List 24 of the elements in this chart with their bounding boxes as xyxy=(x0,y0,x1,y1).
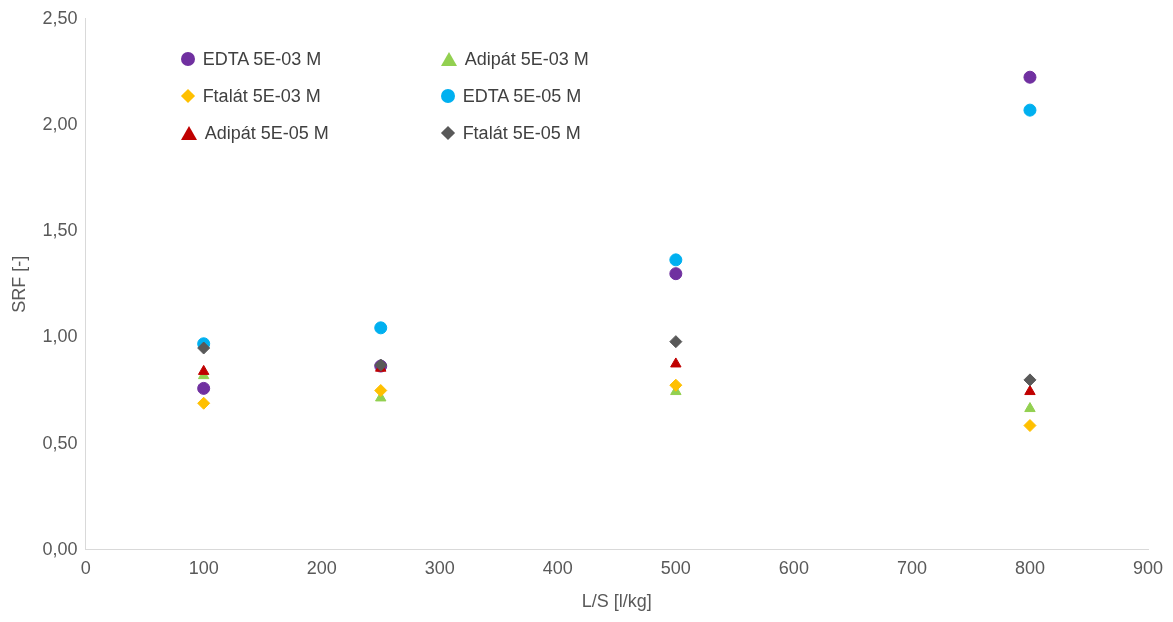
y-tick-label: 1,00 xyxy=(42,326,78,347)
y-tick-label: 2,50 xyxy=(42,7,78,28)
x-tick-label: 600 xyxy=(778,557,809,578)
x-axis-title: L/S [l/kg] xyxy=(581,591,652,612)
y-tick-label: 0,00 xyxy=(42,538,78,559)
legend-label: Ftalát 5E-03 M xyxy=(202,85,321,107)
x-tick-label: 300 xyxy=(424,557,455,578)
legend-label: Adipát 5E-03 M xyxy=(464,48,589,70)
x-tick-label: 100 xyxy=(188,557,219,578)
y-tick-label: 0,50 xyxy=(42,432,78,453)
x-tick-label: 800 xyxy=(1014,557,1045,578)
y-axis-title: SRF [-] xyxy=(8,255,29,313)
legend-label: EDTA 5E-03 M xyxy=(202,48,322,70)
x-tick-label: 700 xyxy=(896,557,927,578)
legend-label: Ftalát 5E-05 M xyxy=(462,122,581,144)
legend-label: EDTA 5E-05 M xyxy=(462,85,582,107)
x-tick-label: 500 xyxy=(660,557,691,578)
legend-label: Adipát 5E-05 M xyxy=(204,122,329,144)
y-tick-label: 1,50 xyxy=(42,220,78,241)
x-tick-label: 900 xyxy=(1132,557,1164,578)
y-tick-label: 2,00 xyxy=(42,113,78,134)
x-tick-label: 0 xyxy=(80,557,91,578)
x-tick-label: 200 xyxy=(306,557,337,578)
x-tick-label: 400 xyxy=(542,557,573,578)
